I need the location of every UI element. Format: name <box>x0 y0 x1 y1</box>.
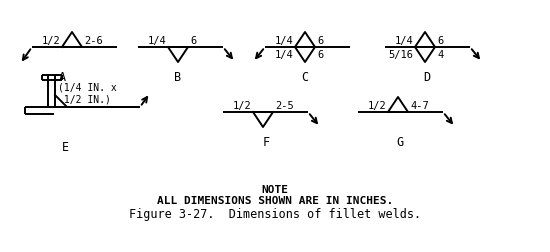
Text: E: E <box>62 140 69 153</box>
Text: B: B <box>174 71 182 84</box>
Text: G: G <box>397 136 404 148</box>
Text: 5/16: 5/16 <box>388 50 413 60</box>
Text: 2-6: 2-6 <box>84 36 103 46</box>
Text: ALL DIMENSIONS SHOWN ARE IN INCHES.: ALL DIMENSIONS SHOWN ARE IN INCHES. <box>157 195 393 205</box>
Text: 6: 6 <box>317 50 323 60</box>
Text: 1/2: 1/2 <box>367 101 386 111</box>
Text: 6: 6 <box>190 36 196 46</box>
Text: A: A <box>58 71 65 84</box>
Text: 6: 6 <box>317 36 323 46</box>
Text: NOTE: NOTE <box>261 184 289 194</box>
Text: 1/4: 1/4 <box>394 36 413 46</box>
Text: D: D <box>424 71 431 84</box>
Text: Figure 3-27.  Dimensions of fillet welds.: Figure 3-27. Dimensions of fillet welds. <box>129 207 421 220</box>
Text: 1/4: 1/4 <box>274 50 293 60</box>
Text: 1/2: 1/2 <box>41 36 60 46</box>
Text: 1/2: 1/2 <box>232 101 251 111</box>
Text: 6: 6 <box>437 36 443 46</box>
Text: 4-7: 4-7 <box>410 101 429 111</box>
Text: F: F <box>262 136 270 148</box>
Text: 1/4: 1/4 <box>147 36 166 46</box>
Text: 1/4: 1/4 <box>274 36 293 46</box>
Text: (1/4 IN. x
 1/2 IN.): (1/4 IN. x 1/2 IN.) <box>58 82 117 104</box>
Text: 4: 4 <box>437 50 443 60</box>
Text: C: C <box>301 71 309 84</box>
Text: 2-5: 2-5 <box>275 101 294 111</box>
